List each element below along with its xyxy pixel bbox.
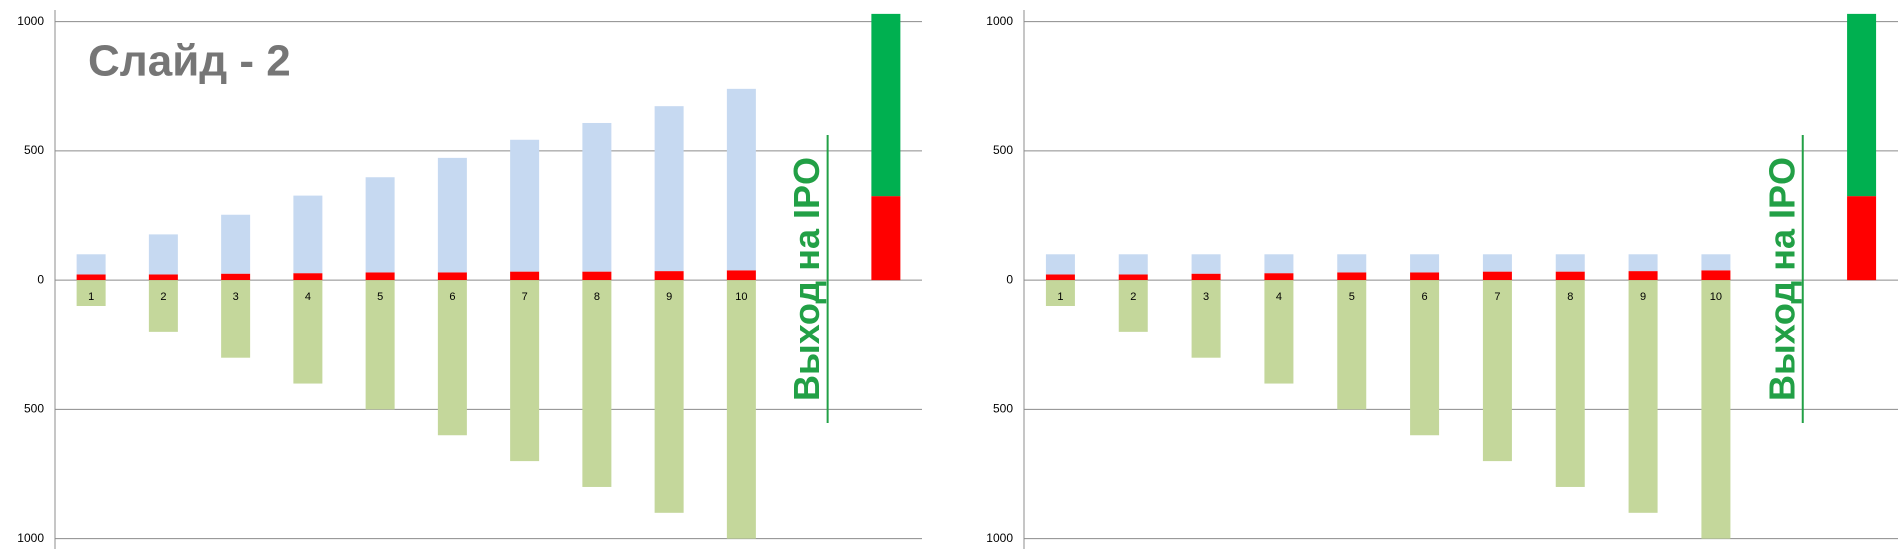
x-tick-label: 6 [1422,291,1428,303]
bar [1482,271,1512,281]
y-tick-label: 1000 [17,14,44,28]
y-tick-label: 500 [993,143,1013,157]
bar [365,177,395,273]
bar [293,280,323,384]
bar [1482,280,1512,462]
x-tick-label: 8 [1567,291,1573,303]
bar [293,273,323,281]
bar [1628,271,1658,281]
x-tick-label: 1 [1057,291,1063,303]
bar [1118,274,1148,281]
bar [1118,280,1148,332]
y-tick-label: 500 [24,402,44,416]
bar [365,280,395,410]
bar [293,195,323,274]
bar [510,280,540,462]
y-tick-label: 500 [993,402,1013,416]
x-tick-label: 5 [377,291,383,303]
bar [1410,280,1440,436]
x-tick-label: 4 [1276,291,1282,303]
bar [365,272,395,281]
bar [1191,273,1221,281]
bar [871,196,901,281]
bar [1701,254,1731,271]
bar [871,13,901,197]
bar [1847,13,1877,197]
bar [1628,280,1658,513]
x-tick-label: 5 [1349,291,1355,303]
bar [437,157,467,273]
bar [76,254,106,275]
bar [148,280,178,332]
bar [1701,270,1731,281]
bar [1118,254,1148,275]
bar [654,271,684,281]
y-tick-label: 0 [37,272,44,286]
bar [1410,254,1440,273]
bar [510,271,540,281]
x-tick-label: 2 [1130,291,1136,303]
bar [76,274,106,281]
bar [1555,271,1585,281]
x-tick-label: 9 [666,291,672,303]
y-tick-label: 1000 [986,14,1013,28]
y-tick-label: 500 [24,143,44,157]
bar [148,234,178,275]
bar [437,280,467,436]
bar [582,280,612,487]
bar [726,270,756,281]
x-tick-label: 10 [1710,291,1722,303]
bar [726,280,756,539]
bar [221,214,251,274]
x-tick-label: 4 [305,291,311,303]
chart-title: Слайд - 2 [88,37,291,86]
bar [1847,196,1877,281]
bar [76,280,106,306]
bar [1555,254,1585,272]
bar [1628,254,1658,272]
bar [1045,280,1075,306]
x-tick-label: 9 [1640,291,1646,303]
bar [1191,254,1221,274]
x-tick-label: 7 [522,291,528,303]
x-tick-label: 3 [1203,291,1209,303]
x-tick-label: 10 [735,291,747,303]
x-tick-label: 3 [233,291,239,303]
bar [726,88,756,271]
bar [1410,272,1440,281]
x-tick-label: 1 [88,291,94,303]
annotation: Выход на IPO [1761,157,1802,401]
bar [437,272,467,281]
x-tick-label: 7 [1494,291,1500,303]
bar [1337,254,1367,273]
bar [1264,280,1294,384]
bar [221,273,251,281]
y-tick-label: 1000 [17,531,44,545]
annotation: Выход на IPO [786,157,827,401]
bar [1701,280,1731,539]
x-tick-label: 6 [449,291,455,303]
bar [1555,280,1585,487]
bar [582,122,612,272]
bar [221,280,251,358]
bar [510,139,540,272]
bar [1337,280,1367,410]
bar [1482,254,1512,272]
bar [654,106,684,272]
bar [1045,254,1075,275]
bar [1191,280,1221,358]
y-tick-label: 0 [1006,272,1013,286]
bar [1264,254,1294,274]
x-tick-label: 2 [160,291,166,303]
bar [1045,274,1075,281]
bar [1264,273,1294,281]
x-tick-label: 8 [594,291,600,303]
bar [1337,272,1367,281]
y-tick-label: 1000 [986,531,1013,545]
bar [654,280,684,513]
bar [148,274,178,281]
bar [582,271,612,281]
